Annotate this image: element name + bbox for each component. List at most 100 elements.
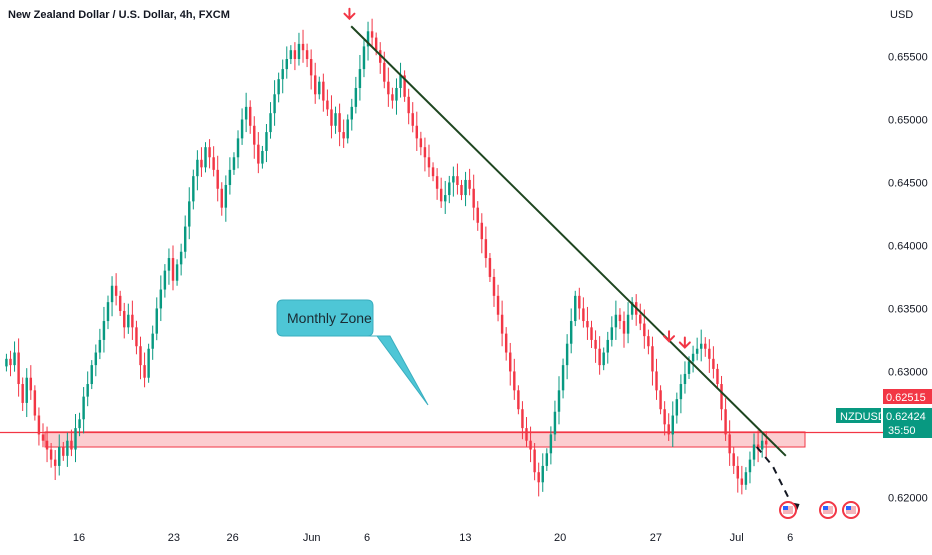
candle-body: [244, 106, 248, 120]
candle-body: [374, 37, 378, 51]
candle-body: [224, 184, 228, 208]
candle-body: [192, 176, 195, 202]
candle-body: [626, 314, 630, 334]
candle-body: [362, 46, 366, 70]
candle-body: [37, 415, 41, 435]
candle-body: [574, 295, 577, 322]
candle-body: [529, 440, 532, 450]
candle-body: [110, 285, 114, 303]
candle-body: [472, 188, 475, 208]
candle-body: [21, 384, 24, 403]
us-flag-icon[interactable]: [842, 501, 860, 519]
candle-body: [622, 321, 626, 334]
candle-body: [58, 447, 61, 466]
candle-body: [468, 179, 471, 189]
candle-body: [265, 132, 268, 151]
candle-body: [395, 87, 398, 101]
candle-body: [513, 371, 516, 391]
candle-body: [525, 428, 528, 441]
candle-body: [427, 157, 431, 168]
candle-body: [183, 226, 187, 252]
y-tick-label: 0.63500: [888, 303, 928, 315]
candle-body: [435, 176, 439, 189]
candle-body: [720, 384, 723, 410]
candle-body: [602, 352, 605, 366]
candle-body: [655, 371, 658, 391]
candle-body: [41, 434, 45, 441]
candle-body: [188, 201, 191, 227]
candle-body: [582, 308, 585, 322]
x-tick-label: 6: [364, 532, 370, 544]
candle-body: [618, 314, 622, 322]
candle-body: [334, 113, 337, 126]
x-tick-label: 13: [459, 532, 471, 544]
candle-body: [419, 138, 423, 148]
candle-body: [521, 409, 524, 429]
candle-body: [695, 348, 699, 354]
candle-body: [285, 59, 288, 70]
candle-body: [561, 365, 565, 391]
candle-body: [569, 321, 573, 344]
candle-body: [62, 447, 65, 456]
symbol-text: NZDUSD: [840, 411, 886, 423]
candle-body: [204, 147, 207, 168]
candle-body: [760, 440, 764, 450]
candle-body: [509, 352, 512, 372]
chart-title: New Zealand Dollar / U.S. Dollar, 4h, FX…: [8, 9, 230, 21]
candle-body: [667, 424, 670, 435]
candle-body: [253, 125, 256, 145]
x-tick-label: 23: [168, 532, 180, 544]
candle-body: [248, 106, 252, 126]
candle-body: [236, 138, 240, 158]
candle-body: [257, 144, 260, 164]
candle-body: [557, 390, 561, 412]
candle-body: [500, 314, 504, 334]
candle-body: [269, 113, 272, 133]
candle-body: [175, 264, 179, 281]
candle-body: [293, 50, 297, 60]
candle-body: [318, 81, 321, 95]
candle-body: [53, 459, 57, 466]
candle-body: [118, 295, 122, 311]
x-tick-label: 27: [650, 532, 662, 544]
candle-body: [541, 465, 544, 483]
candle-body: [78, 419, 81, 429]
event-flags[interactable]: [779, 501, 860, 519]
x-tick-label: 16: [73, 532, 85, 544]
candle-body: [647, 336, 650, 347]
candle-body: [464, 179, 467, 196]
candle-body: [240, 119, 244, 139]
us-flag-icon[interactable]: [779, 501, 797, 519]
candle-body: [74, 428, 77, 450]
resistance-price-text: 0.62515: [886, 392, 926, 404]
candle-body: [114, 285, 118, 296]
candle-body: [403, 75, 406, 97]
down-arrow-marker: [663, 330, 676, 343]
candle-body: [590, 327, 593, 340]
candle-body: [448, 182, 451, 196]
candle-body: [712, 358, 715, 369]
candle-body: [322, 81, 325, 101]
candle-body: [586, 321, 589, 328]
candle-body: [744, 472, 748, 485]
candle-body: [444, 195, 447, 202]
candle-body: [614, 314, 618, 328]
candle-body: [671, 415, 674, 435]
candle-body: [699, 343, 703, 349]
down-arrow-marker: [678, 336, 691, 349]
us-flag-icon[interactable]: [819, 501, 837, 519]
candle-body: [131, 314, 134, 328]
candle-body: [273, 94, 276, 114]
candle-body: [663, 409, 666, 425]
candle-body: [228, 169, 232, 185]
candle-body: [724, 409, 727, 435]
candle-body: [29, 377, 33, 391]
candle-body: [208, 147, 211, 158]
candle-body: [167, 258, 171, 271]
candle-body: [147, 348, 150, 378]
candle-body: [639, 314, 642, 324]
candle-body: [598, 348, 601, 366]
candle-body: [25, 377, 28, 403]
